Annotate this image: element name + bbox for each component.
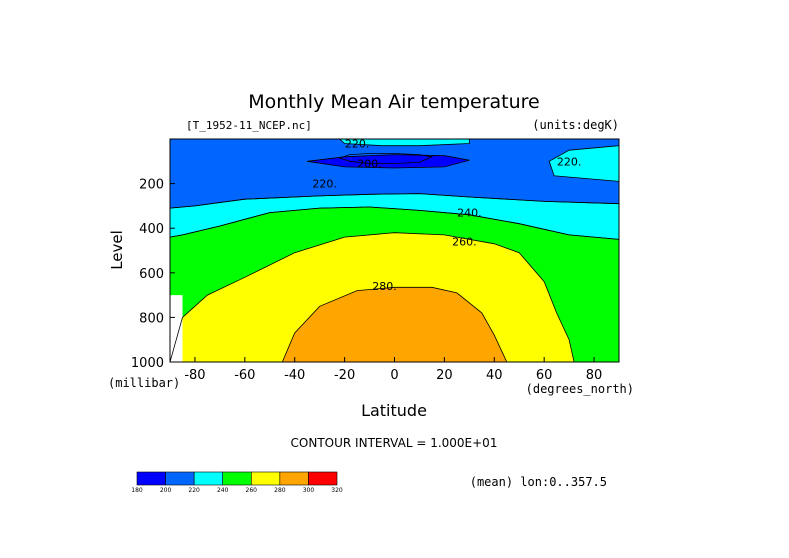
colorbar-swatch-6 — [308, 471, 338, 486]
missing-data-patch — [170, 295, 183, 362]
contour-interval-note: CONTOUR INTERVAL = 1.000E+01 — [291, 436, 498, 450]
axis-ticks: -80 -60 -40 -20 0 20 40 60 80 200 400 600 800 1000 — [131, 178, 602, 383]
contour-line-4 — [307, 154, 470, 169]
x-tick-label-5: 20 — [436, 368, 453, 383]
x-tick-label-6: 40 — [486, 368, 503, 383]
y-tick-label-3: 800 — [139, 311, 164, 326]
colorbar-label-5: 280 — [274, 487, 286, 494]
contour-band-3 — [170, 193, 619, 240]
contour-band-2 — [339, 139, 470, 146]
colorbar: 180 200 220 240 260 280 300 320 — [131, 471, 343, 494]
colorbar-label-3: 240 — [217, 487, 229, 494]
y-tick-label-1: 400 — [139, 222, 164, 237]
colorbar-label-7: 320 — [331, 487, 343, 494]
colorbar-label-1: 200 — [160, 487, 172, 494]
y-tick-label-0: 200 — [139, 178, 164, 193]
colorbar-label-2: 220 — [188, 487, 200, 494]
y-axis-label: Level — [108, 230, 126, 270]
contour-band-7 — [282, 287, 507, 362]
mean-note: (mean) lon:0..357.5 — [470, 475, 607, 489]
contour-labels: 220. 200. 220. 220. 240. 260. 280. — [312, 137, 581, 293]
x-tick-label-3: -20 — [334, 368, 355, 383]
contour-label-1: 200. — [357, 158, 382, 171]
y-tick-label-4: 1000 — [131, 356, 164, 371]
contour-line-5 — [170, 206, 619, 362]
contour-bands — [170, 139, 619, 362]
contour-band-1 — [170, 139, 619, 209]
chart-title: Monthly Mean Air temperature — [248, 91, 539, 113]
contour-label-3: 220. — [312, 178, 337, 191]
contour-label-0: 220. — [345, 137, 370, 150]
x-axis-label: Latitude — [361, 401, 427, 420]
x-tick-label-7: 60 — [536, 368, 553, 383]
contour-line-2 — [339, 139, 470, 147]
x-axis-units: (degrees_north) — [526, 382, 634, 396]
colorbar-label-6: 300 — [303, 487, 315, 494]
colorbar-swatch-3 — [222, 471, 252, 486]
y-tick-label-2: 600 — [139, 267, 164, 282]
file-label: [T_1952-11_NCEP.nc] — [186, 119, 312, 132]
contour-label-6: 280. — [372, 280, 397, 293]
contour-label-5: 260. — [452, 236, 477, 249]
units-label: (units:degK) — [532, 118, 619, 132]
contour-line-7 — [281, 286, 508, 362]
x-tick-label-1: -60 — [234, 368, 255, 383]
contour-lines — [170, 139, 619, 362]
y-axis-units: (millibar) — [108, 376, 180, 390]
x-tick-label-2: -40 — [284, 368, 305, 383]
contour-label-2: 220. — [557, 155, 582, 168]
x-tick-label-0: -80 — [184, 368, 205, 383]
colorbar-swatch-5 — [279, 471, 309, 486]
colorbar-swatch-4 — [250, 471, 281, 486]
x-tick-label-8: 80 — [586, 368, 603, 383]
x-tick-label-4: 0 — [390, 368, 398, 383]
contour-line-0 — [338, 153, 434, 164]
colorbar-swatch-2 — [193, 471, 224, 486]
colorbar-swatch-0 — [136, 471, 166, 486]
colorbar-swatch-1 — [165, 471, 195, 486]
colorbar-label-0: 180 — [131, 487, 143, 494]
colorbar-label-4: 260 — [246, 487, 258, 494]
contour-line-6 — [170, 232, 575, 362]
contour-label-4: 240. — [457, 207, 482, 220]
